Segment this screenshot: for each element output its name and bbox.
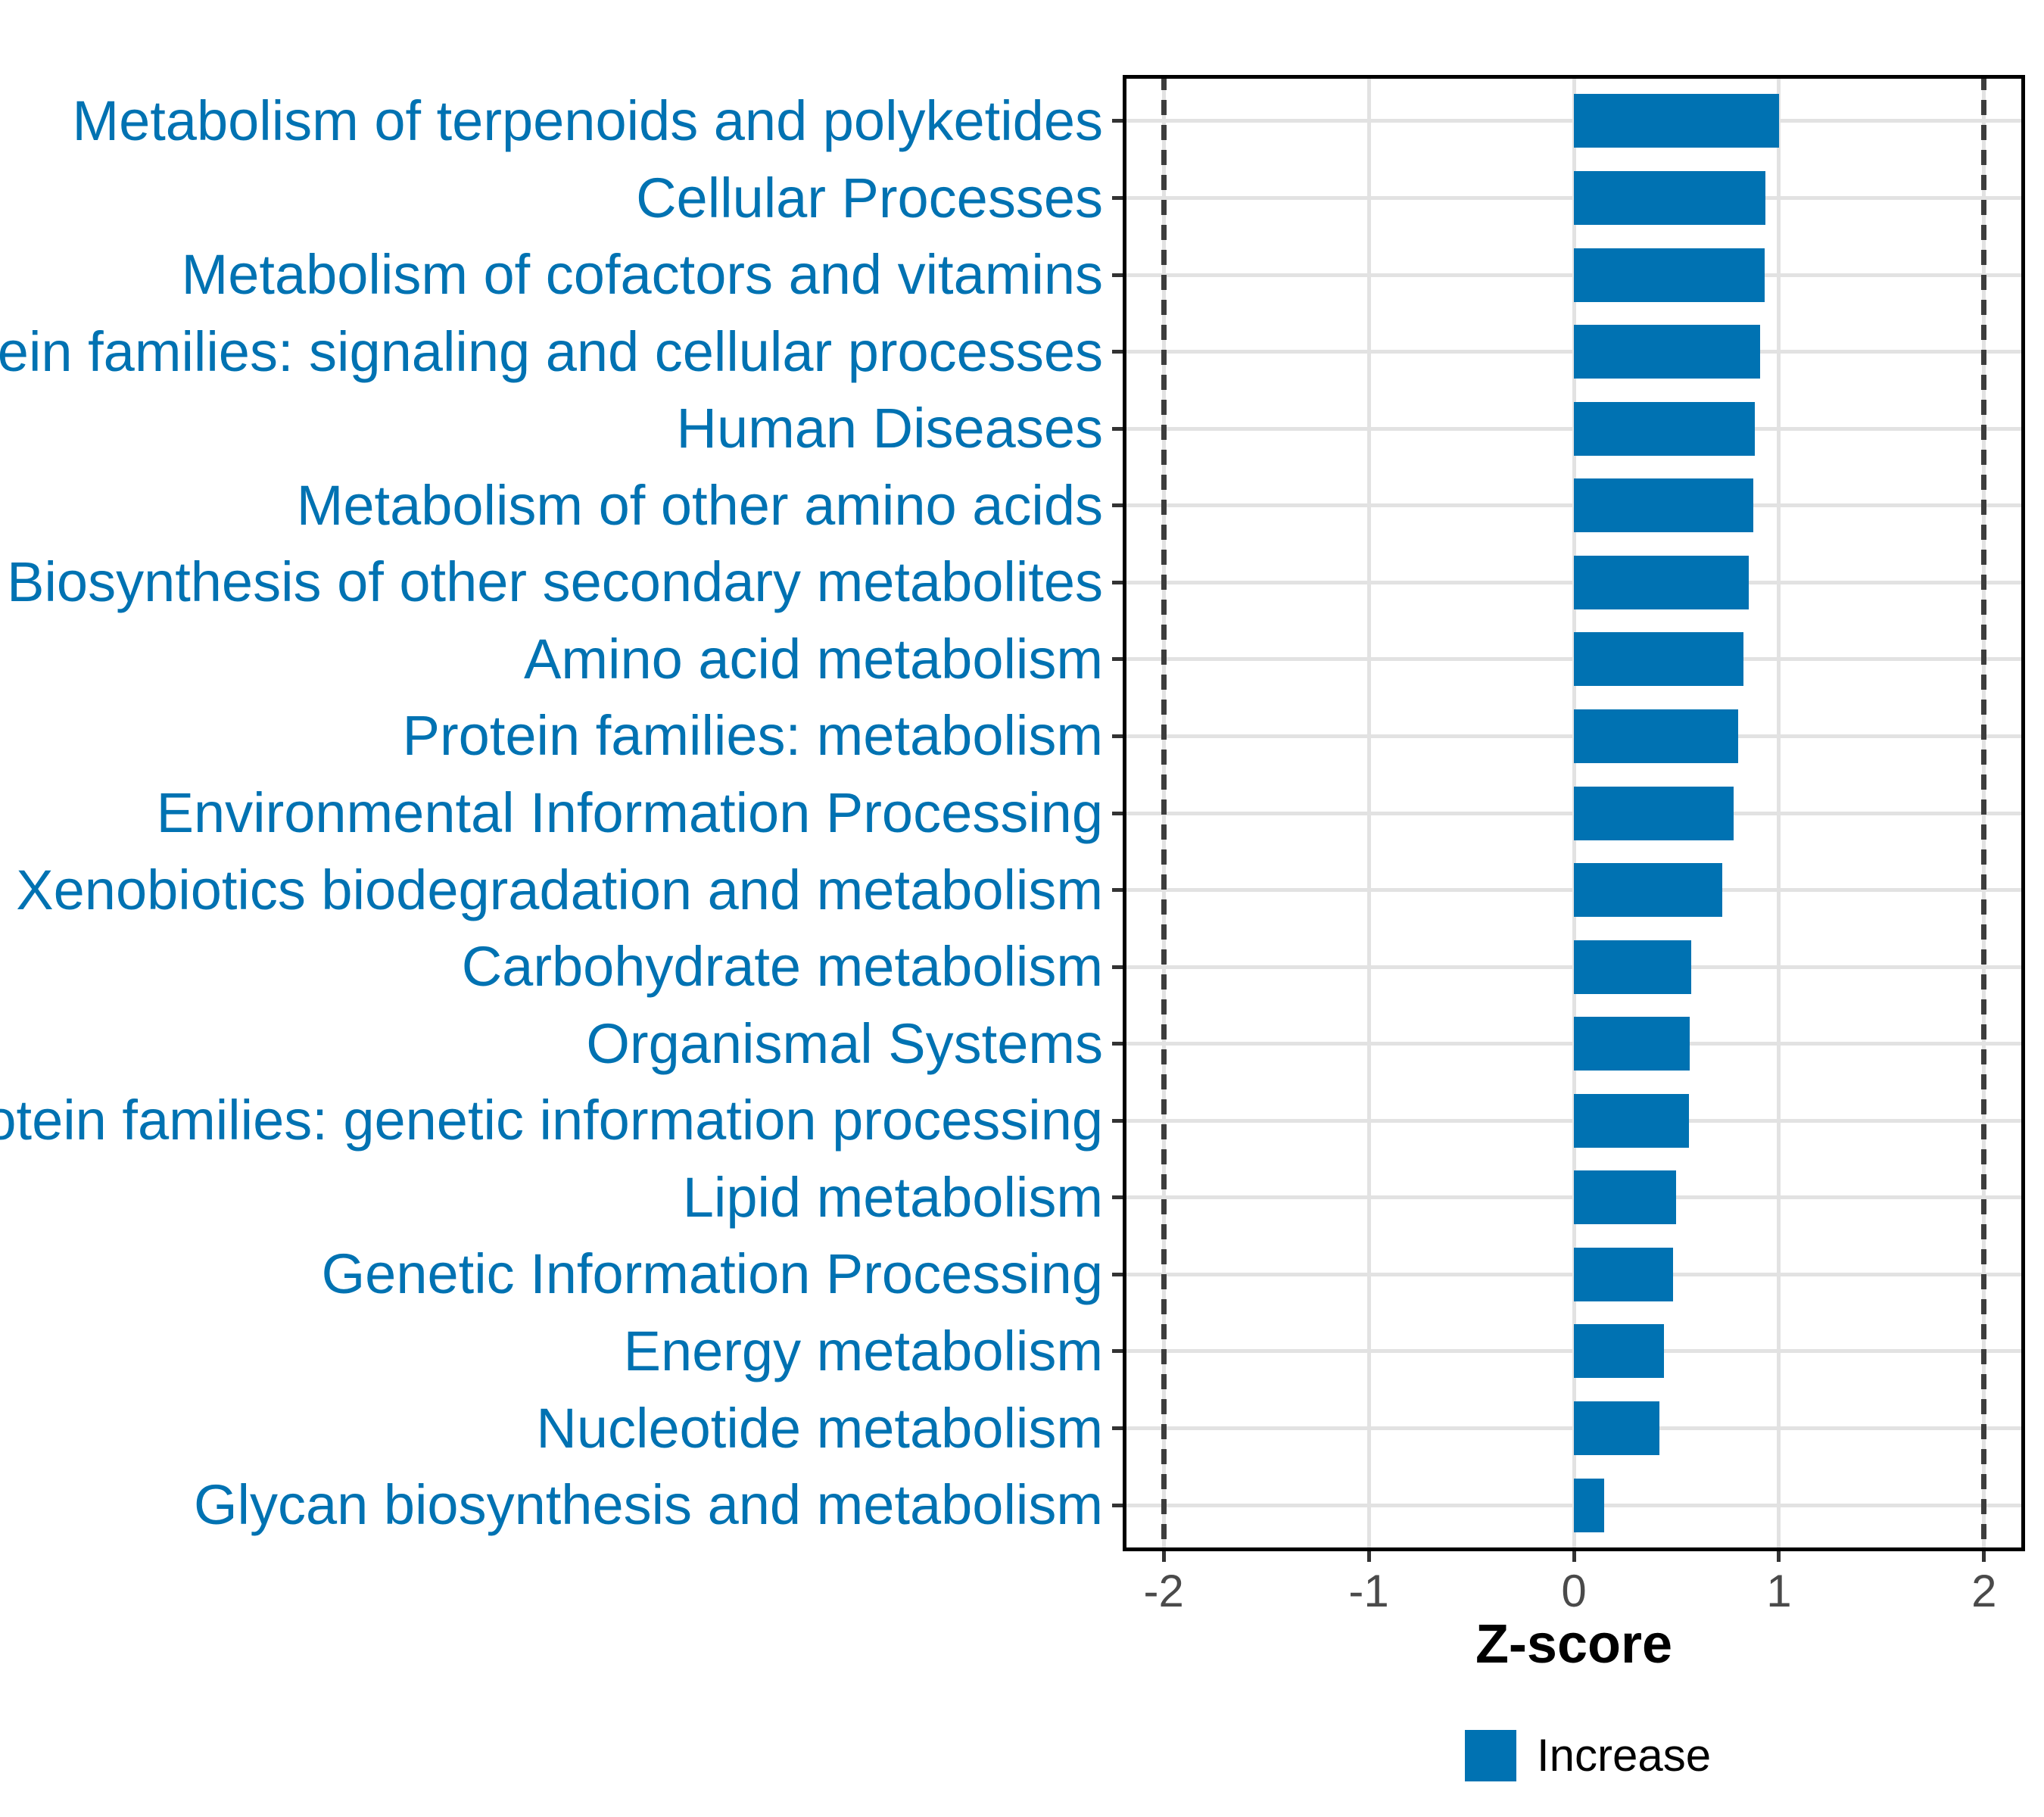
bar bbox=[1574, 1093, 1689, 1148]
y-tick bbox=[1112, 965, 1123, 969]
bar bbox=[1574, 940, 1691, 994]
y-axis-label: Lipid metabolism bbox=[682, 1165, 1103, 1229]
y-axis-label: Nucleotide metabolism bbox=[536, 1396, 1103, 1460]
bar bbox=[1574, 171, 1766, 225]
plot-panel bbox=[1123, 75, 2025, 1551]
reference-dashed-line bbox=[1981, 75, 1987, 1551]
y-axis-label: Xenobiotics biodegradation and metabolis… bbox=[16, 858, 1103, 921]
y-tick bbox=[1112, 426, 1123, 431]
y-tick bbox=[1112, 1042, 1123, 1046]
y-axis-label: Energy metabolism bbox=[623, 1319, 1103, 1382]
x-tick-label: -1 bbox=[1348, 1566, 1389, 1616]
v-gridline bbox=[1366, 75, 1371, 1551]
y-axis-label: Protein families: metabolism bbox=[402, 704, 1103, 768]
bar bbox=[1574, 248, 1765, 302]
y-tick bbox=[1112, 580, 1123, 584]
bar bbox=[1574, 632, 1743, 687]
y-tick bbox=[1112, 888, 1123, 893]
bar bbox=[1574, 478, 1753, 533]
y-axis-label: Biosynthesis of other secondary metaboli… bbox=[7, 550, 1103, 614]
x-axis-title: Z-score bbox=[1475, 1614, 1673, 1675]
y-tick bbox=[1112, 1272, 1123, 1276]
y-tick bbox=[1112, 1503, 1123, 1507]
bar bbox=[1574, 94, 1779, 148]
bar bbox=[1574, 1478, 1605, 1532]
y-axis-label: Metabolism of cofactors and vitamins bbox=[181, 243, 1103, 307]
x-tick bbox=[1366, 1551, 1371, 1562]
y-axis-label: Genetic Information Processing bbox=[321, 1242, 1103, 1306]
y-axis-label: Environmental Information Processing bbox=[156, 781, 1103, 844]
bar bbox=[1574, 1170, 1676, 1225]
y-axis-label: Metabolism of other amino acids bbox=[296, 473, 1103, 537]
y-tick bbox=[1112, 1349, 1123, 1354]
y-axis-label: Human Diseases bbox=[676, 397, 1103, 460]
x-tick-label: 2 bbox=[1971, 1566, 1997, 1616]
y-axis-label: Protein families: genetic information pr… bbox=[0, 1089, 1103, 1152]
y-tick bbox=[1112, 350, 1123, 354]
x-tick bbox=[1982, 1551, 1986, 1562]
y-axis-label: Cellular Processes bbox=[636, 166, 1103, 229]
bar bbox=[1574, 325, 1760, 379]
bar bbox=[1574, 401, 1755, 456]
y-tick bbox=[1112, 1426, 1123, 1430]
bar bbox=[1574, 786, 1734, 840]
bar bbox=[1574, 555, 1749, 609]
x-tick-label: 0 bbox=[1561, 1566, 1587, 1616]
reference-dashed-line bbox=[1161, 75, 1167, 1551]
x-tick-label: 1 bbox=[1766, 1566, 1792, 1616]
y-tick bbox=[1112, 657, 1123, 662]
y-tick bbox=[1112, 119, 1123, 123]
bar bbox=[1574, 709, 1738, 763]
y-axis-label: Carbohydrate metabolism bbox=[461, 935, 1103, 999]
bar bbox=[1574, 863, 1722, 918]
bar bbox=[1574, 1324, 1664, 1379]
y-axis-label: Protein families: signaling and cellular… bbox=[0, 319, 1103, 383]
v-gridline bbox=[1777, 75, 1781, 1551]
legend-label: Increase bbox=[1537, 1730, 1712, 1781]
y-tick bbox=[1112, 273, 1123, 277]
x-tick-label: -2 bbox=[1143, 1566, 1184, 1616]
y-tick bbox=[1112, 734, 1123, 738]
x-tick bbox=[1572, 1551, 1576, 1562]
y-axis-label: Amino acid metabolism bbox=[524, 627, 1103, 690]
legend-swatch bbox=[1465, 1730, 1516, 1781]
x-tick bbox=[1161, 1551, 1166, 1562]
bar bbox=[1574, 1017, 1690, 1071]
y-tick bbox=[1112, 196, 1123, 200]
y-tick bbox=[1112, 1195, 1123, 1200]
y-axis-label: Metabolism of terpenoids and polyketides bbox=[72, 89, 1103, 152]
y-tick bbox=[1112, 811, 1123, 815]
bar bbox=[1574, 1247, 1673, 1301]
y-axis-label: Glycan biosynthesis and metabolism bbox=[193, 1473, 1103, 1537]
bar bbox=[1574, 1401, 1659, 1455]
y-tick bbox=[1112, 1118, 1123, 1123]
x-tick bbox=[1777, 1551, 1781, 1562]
y-tick bbox=[1112, 503, 1123, 508]
y-axis-label: Organismal Systems bbox=[586, 1011, 1103, 1075]
